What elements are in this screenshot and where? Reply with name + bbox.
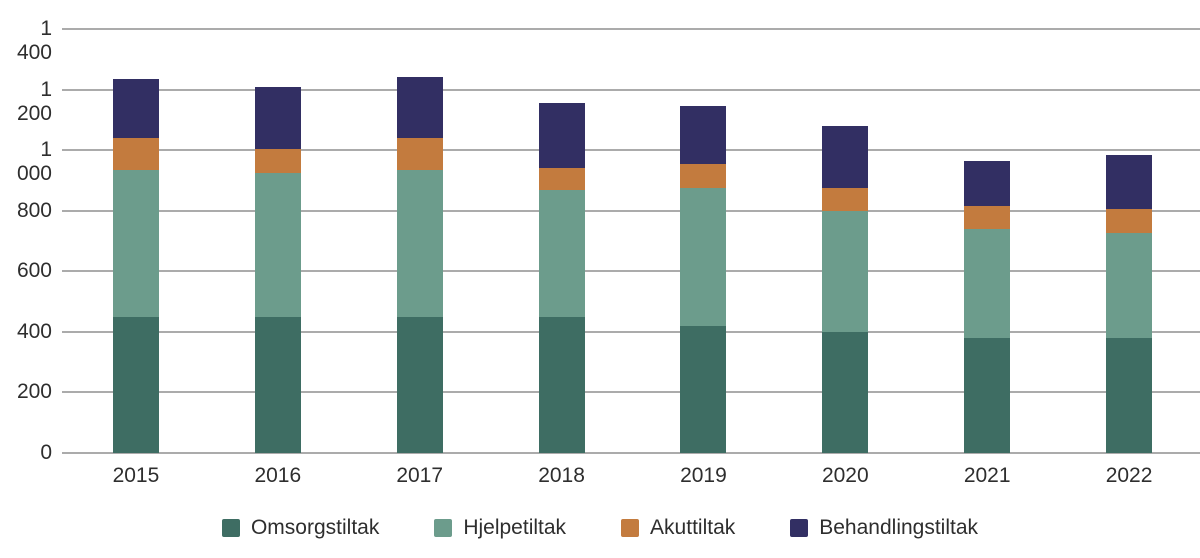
y-axis-tick-label: 400 — [16, 319, 52, 343]
legend-swatch-icon — [221, 519, 240, 537]
legend-label: Akuttiltak — [650, 516, 736, 539]
legend-item-akuttiltak: Akuttiltak — [621, 516, 735, 540]
legend: Omsorgstiltak Hjelpetiltak Akuttiltak Behan… — [0, 516, 1200, 540]
bar-segment-2016-hjelpetiltak — [254, 172, 301, 317]
bar-segment-2016-behandlingstiltak — [254, 86, 301, 149]
bar-segment-2021-behandlingstiltak — [964, 160, 1011, 207]
bar-segment-2022-behandlingstiltak — [1106, 154, 1153, 210]
gridline-1000 — [62, 149, 1200, 152]
gridline-200 — [62, 391, 1200, 394]
y-axis-tick-label: 0 — [40, 441, 52, 464]
bar-segment-2018-omsorgstiltak — [538, 316, 585, 453]
gridline-800 — [62, 209, 1200, 212]
x-axis-tick-label: 2019 — [680, 464, 727, 487]
bar-segment-2018-behandlingstiltak — [538, 103, 585, 169]
legend-item-hjelpetiltak: Hjelpetiltak — [434, 516, 566, 540]
gridline-1400 — [62, 28, 1200, 30]
bar-segment-2018-akuttiltak — [538, 168, 585, 190]
bar-segment-2016-omsorgstiltak — [254, 316, 301, 453]
bar-segment-2022-hjelpetiltak — [1106, 233, 1153, 338]
bar-segment-2017-hjelpetiltak — [396, 169, 443, 317]
y-axis-tick-label: 1 000 — [16, 138, 52, 186]
bar-segment-2018-hjelpetiltak — [538, 189, 585, 317]
gridline-400 — [62, 330, 1200, 333]
bar-segment-2019-behandlingstiltak — [680, 106, 727, 164]
x-axis-tick-label: 2016 — [254, 464, 302, 487]
legend-swatch-icon — [790, 519, 809, 537]
gridline-0 — [62, 452, 1200, 454]
bar-segment-2017-behandlingstiltak — [396, 77, 443, 139]
x-axis-tick-label: 2017 — [396, 464, 444, 487]
bar-segment-2022-omsorgstiltak — [1106, 337, 1153, 453]
x-axis-tick-label: 2015 — [112, 464, 160, 487]
x-axis-tick-label: 2021 — [963, 464, 1011, 487]
x-axis-tick-label: 2018 — [538, 464, 585, 487]
legend-item-omsorgstiltak: Omsorgstiltak — [221, 516, 380, 540]
bar-segment-2015-behandlingstiltak — [112, 78, 159, 139]
bar-segment-2016-akuttiltak — [254, 148, 301, 173]
x-axis-tick-label: 2020 — [821, 464, 869, 487]
legend-swatch-icon — [621, 519, 640, 537]
bar-segment-2021-hjelpetiltak — [964, 228, 1011, 338]
y-axis-tick-label: 200 — [16, 380, 52, 404]
bar-segment-2019-hjelpetiltak — [680, 188, 727, 326]
legend-label: Behandlingstiltak — [819, 516, 979, 539]
bar-segment-2017-akuttiltak — [396, 138, 443, 170]
y-axis-tick-label: 1 200 — [16, 77, 52, 125]
bar-segment-2015-omsorgstiltak — [112, 316, 159, 453]
y-axis-tick-label: 600 — [16, 259, 52, 283]
legend-swatch-icon — [434, 519, 453, 537]
bar-segment-2020-akuttiltak — [822, 188, 869, 211]
legend-label: Hjelpetiltak — [463, 516, 567, 539]
y-axis-tick-label: 1 400 — [16, 17, 52, 64]
bar-segment-2017-omsorgstiltak — [396, 316, 443, 453]
legend-label: Omsorgstiltak — [250, 516, 380, 539]
bar-segment-2020-hjelpetiltak — [822, 210, 869, 332]
legend-item-behandlingstiltak: Behandlingstiltak — [790, 516, 978, 540]
bar-segment-2015-hjelpetiltak — [112, 169, 159, 317]
bar-segment-2022-akuttiltak — [1106, 209, 1153, 234]
y-axis-tick-label: 800 — [16, 198, 52, 222]
gridline-1200 — [62, 88, 1200, 91]
bar-segment-2021-akuttiltak — [964, 206, 1011, 229]
bar-segment-2019-akuttiltak — [680, 163, 727, 188]
bar-segment-2021-omsorgstiltak — [964, 337, 1011, 453]
x-axis-tick-label: 2022 — [1105, 464, 1153, 487]
gridline-600 — [62, 270, 1200, 273]
bar-segment-2020-behandlingstiltak — [822, 125, 869, 188]
bar-segment-2015-akuttiltak — [112, 138, 159, 170]
bar-segment-2020-omsorgstiltak — [822, 331, 869, 453]
bar-segment-2019-omsorgstiltak — [680, 325, 727, 453]
